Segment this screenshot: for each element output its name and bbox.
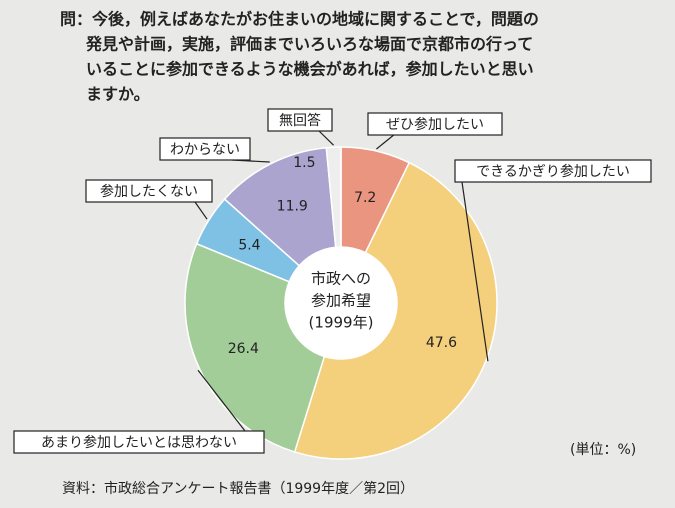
leader-line bbox=[461, 181, 489, 362]
category-label: わからない bbox=[170, 142, 240, 158]
label-box bbox=[267, 108, 333, 132]
question-line: いることに参加できるような機会があれば，参加したいと思い bbox=[86, 60, 534, 79]
question-line: 問：今後，例えばあなたがお住まいの地域に関することで，問題の bbox=[60, 10, 539, 29]
label-box bbox=[85, 179, 213, 203]
question-line: 発見や計画，実施，評価までいろいろな場面で京都市の行って bbox=[85, 35, 533, 54]
category-label: ぜひ参加したい bbox=[386, 116, 484, 133]
category-label: 無回答 bbox=[279, 112, 321, 129]
label-box bbox=[454, 159, 652, 183]
value-label: 26.4 bbox=[228, 341, 259, 357]
question-line: ますか。 bbox=[86, 85, 150, 104]
label-box bbox=[159, 137, 251, 161]
source: 資料：市政総合アンケート報告書（1999年度／第2回） bbox=[62, 480, 414, 497]
value-label: 47.6 bbox=[426, 335, 457, 351]
category-label: あまり参加したいとは思わない bbox=[41, 434, 237, 451]
category-label: 参加したくない bbox=[100, 183, 198, 200]
label-box bbox=[13, 430, 265, 454]
value-label: 7.2 bbox=[354, 190, 376, 206]
value-label: 1.5 bbox=[293, 155, 315, 171]
leader-line bbox=[197, 369, 246, 432]
center-label: 市政への bbox=[311, 270, 371, 288]
category-label: できるかぎり参加したい bbox=[476, 163, 630, 180]
unit-note: (単位：%) bbox=[570, 442, 636, 458]
label-box bbox=[367, 112, 503, 136]
value-label: 5.4 bbox=[238, 238, 260, 254]
donut-hole bbox=[285, 247, 397, 359]
center-label: (1999年) bbox=[309, 314, 374, 332]
leader-line bbox=[194, 201, 208, 220]
leader-line bbox=[317, 129, 334, 146]
value-label: 11.9 bbox=[277, 199, 308, 215]
center-label: 参加希望 bbox=[311, 292, 371, 310]
leader-line bbox=[376, 133, 396, 150]
